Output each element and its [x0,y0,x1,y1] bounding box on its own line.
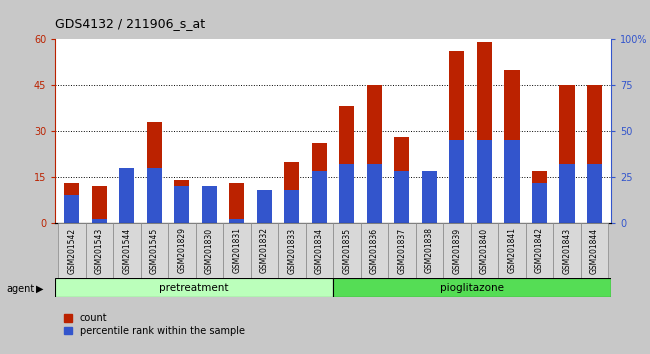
Bar [64,183,79,223]
Text: GSM201829: GSM201829 [177,227,187,273]
Text: GSM201842: GSM201842 [535,227,544,273]
Bar [55,278,333,297]
Bar [58,223,86,278]
Text: pretreatment: pretreatment [159,282,229,293]
Bar [361,223,388,278]
Bar [395,171,410,223]
Text: GSM201836: GSM201836 [370,227,379,274]
Bar [119,174,135,223]
Bar [560,85,575,223]
Bar [367,164,382,223]
Bar [86,223,113,278]
Bar [587,85,602,223]
Bar [284,162,300,223]
Bar [333,223,361,278]
Bar [251,223,278,278]
Text: GSM201841: GSM201841 [508,227,517,273]
Legend: count, percentile rank within the sample: count, percentile rank within the sample [60,309,248,340]
Bar [284,190,300,223]
Bar [504,140,519,223]
Bar [306,223,333,278]
Text: GSM201837: GSM201837 [397,227,406,274]
Text: GDS4132 / 211906_s_at: GDS4132 / 211906_s_at [55,17,205,30]
Bar [388,223,415,278]
Text: GSM201832: GSM201832 [260,227,269,273]
Bar [532,171,547,223]
Text: GSM201844: GSM201844 [590,227,599,274]
Bar [223,223,251,278]
Bar [471,223,498,278]
Bar [339,164,354,223]
Bar [257,208,272,223]
Bar [580,223,608,278]
Bar [367,85,382,223]
Bar [113,223,140,278]
Bar [532,183,547,223]
Text: GSM201834: GSM201834 [315,227,324,274]
Text: GSM201835: GSM201835 [343,227,352,274]
Bar [92,219,107,223]
Text: GSM201843: GSM201843 [562,227,571,274]
Bar [147,122,162,223]
Bar [498,223,526,278]
Bar [477,42,492,223]
Bar [443,223,471,278]
Bar [168,223,196,278]
Bar [278,223,306,278]
Bar [229,219,244,223]
Bar [477,140,492,223]
Bar [587,164,602,223]
Bar [333,278,611,297]
Bar [92,186,107,223]
Bar [395,137,410,223]
Text: GSM201542: GSM201542 [67,227,76,274]
Bar [526,223,553,278]
Text: GSM201831: GSM201831 [232,227,241,273]
Text: pioglitazone: pioglitazone [440,282,504,293]
Bar [504,70,519,223]
Text: agent: agent [6,284,34,293]
Text: GSM201543: GSM201543 [95,227,104,274]
Bar [422,171,437,223]
Bar [312,143,327,223]
Bar [257,190,272,223]
Text: GSM201545: GSM201545 [150,227,159,274]
Bar [202,186,217,223]
Bar [449,51,465,223]
Bar [119,168,135,223]
Text: GSM201838: GSM201838 [425,227,434,273]
Text: GSM201830: GSM201830 [205,227,214,274]
Bar [560,164,575,223]
Text: ▶: ▶ [36,284,44,293]
Bar [147,168,162,223]
Bar [64,195,79,223]
Bar [449,140,465,223]
Bar [553,223,580,278]
Bar [174,180,189,223]
Text: GSM201833: GSM201833 [287,227,296,274]
Bar [229,183,244,223]
Bar [174,186,189,223]
Bar [140,223,168,278]
Text: GSM201544: GSM201544 [122,227,131,274]
Bar [312,171,327,223]
Bar [202,186,217,223]
Bar [339,107,354,223]
Text: GSM201839: GSM201839 [452,227,462,274]
Bar [415,223,443,278]
Text: GSM201840: GSM201840 [480,227,489,274]
Bar [196,223,223,278]
Bar [422,171,437,223]
